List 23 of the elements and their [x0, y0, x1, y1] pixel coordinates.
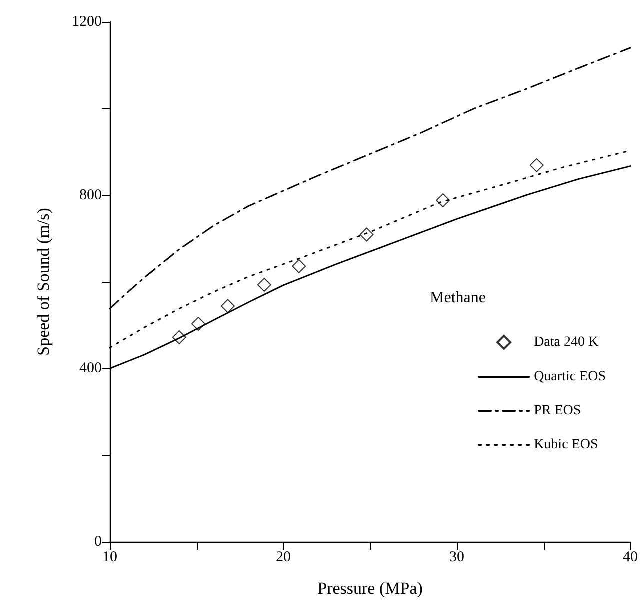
point: [360, 228, 374, 242]
y-tick-label: 0: [94, 534, 102, 550]
x-tick-label: 10: [102, 550, 118, 566]
legend-title: Methane: [430, 290, 486, 306]
point: [172, 330, 186, 344]
point: [220, 299, 235, 314]
x-tick-label: 20: [276, 550, 291, 566]
point: [436, 194, 450, 208]
point: [530, 158, 544, 172]
y-tick-label: 1200: [72, 14, 102, 30]
legend-label: PR EOS: [534, 404, 582, 418]
y-tick-label: 800: [80, 187, 102, 204]
x-axis-title: Pressure (MPa): [318, 579, 423, 598]
y-axis-title: Speed of Sound (m/s): [34, 208, 53, 356]
x-tick-label: 30: [450, 550, 464, 566]
point: [292, 259, 306, 274]
y-tick-label: 400: [80, 360, 102, 377]
point: [257, 278, 272, 292]
x-tick-label: 40: [623, 550, 638, 566]
legend-label: Quartic EOS: [534, 370, 606, 384]
legend-label: Data 240 K: [534, 335, 599, 350]
legend-label: Kubic EOS: [534, 438, 598, 452]
point: [191, 317, 206, 332]
